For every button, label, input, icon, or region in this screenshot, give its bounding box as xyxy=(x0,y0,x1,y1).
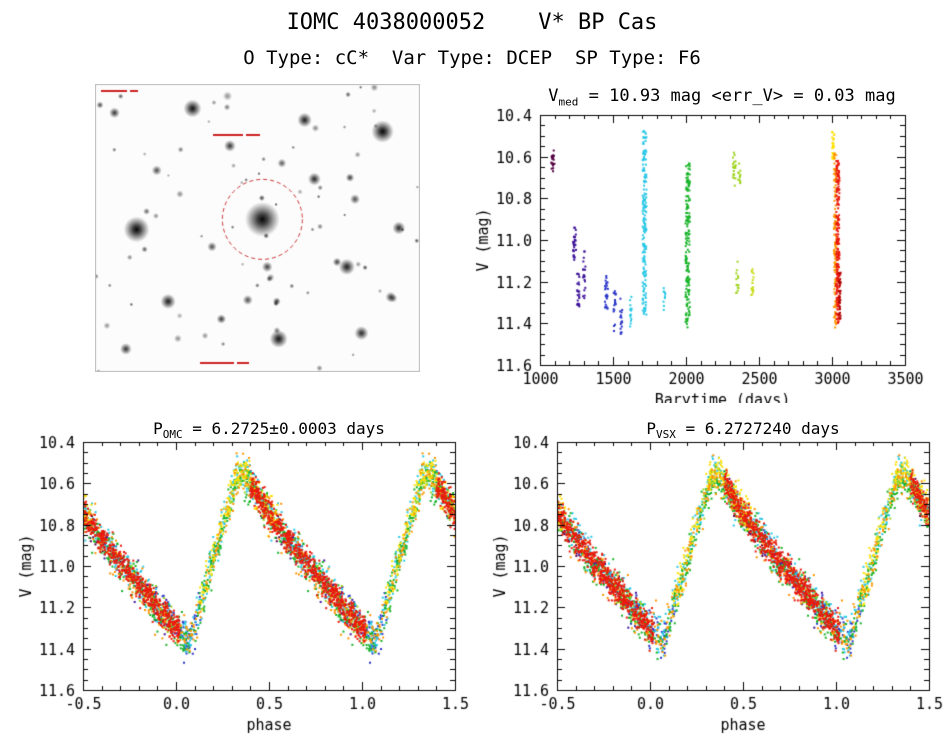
page-subtitle: O Type: cC* Var Type: DCEP SP Type: F6 xyxy=(243,47,701,69)
phase-vsx-chart xyxy=(484,428,944,740)
page-title: IOMC 4038000052 V* BP Cas xyxy=(286,10,658,35)
phase-omc-chart xyxy=(10,428,470,740)
starfield-image xyxy=(95,84,420,372)
timeseries-title-prefix: V xyxy=(548,86,559,106)
timeseries-chart xyxy=(455,98,944,403)
